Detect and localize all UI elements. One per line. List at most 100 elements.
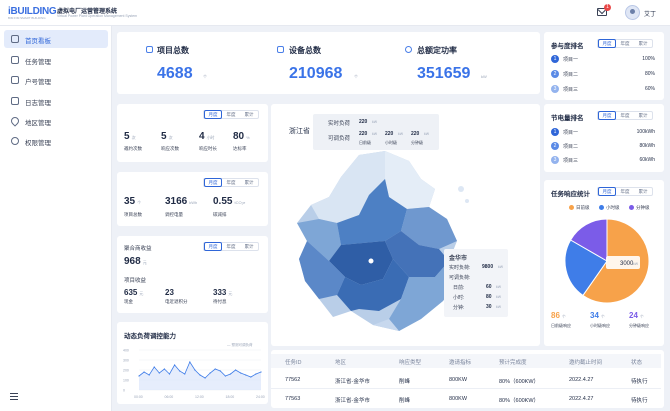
participation-title: 参与度排名 [551,43,584,50]
power-label: 总额定功率 [417,46,457,55]
column-header: 预计完成度 [499,360,527,366]
power-unit: kW [481,74,487,79]
response-tabs: 月度 年度 累计 [597,187,653,196]
dynamic-load-title: 动态负荷调控能力 [124,333,176,340]
map-region-lishui[interactable] [337,259,409,311]
mail-icon[interactable] [597,8,607,16]
cash-income-label: 现金 [124,299,133,304]
tab-total[interactable]: 累计 [638,41,648,46]
minute-label: 分钟级 [411,140,423,145]
tab-total[interactable]: 累计 [244,112,254,117]
rank-value: 80kWh [639,143,655,149]
log-icon [11,97,19,105]
data-point [260,371,262,373]
tab-year[interactable]: 年度 [620,189,630,194]
projects-value: 4688 [157,65,193,82]
participation-tabs: 月度 年度 累计 [597,39,653,48]
tab-month[interactable]: 月度 [204,242,222,251]
popup-row-value: 60 [486,284,492,290]
dashboard-icon [11,35,19,43]
y-tick-label: 100 [123,379,129,383]
minute-value: 220 [411,131,420,137]
tab-year[interactable]: 年度 [226,112,236,117]
day-ahead-value: 220 [359,131,368,137]
tab-month[interactable]: 月度 [598,187,616,196]
menu-icon[interactable] [10,393,18,400]
row-divider [271,388,661,389]
map-region-northeast[interactable] [385,151,435,209]
sidebar-item-tasks[interactable]: 任务管理 [4,51,108,69]
jinhua-marker[interactable] [367,257,375,265]
username[interactable]: 艾丁 [644,12,657,18]
pending-income: 333 元 [213,288,233,297]
data-point [224,375,227,377]
map-region-south[interactable] [373,319,399,331]
map-region-east[interactable] [401,207,457,249]
tab-total[interactable]: 累计 [244,180,254,185]
aggregator-income-label: 聚合商收益 [124,246,152,252]
map-region-north[interactable] [311,151,385,223]
devices-unit: 个 [354,74,358,79]
map-region-central[interactable] [337,179,407,245]
devices-label: 设备总数 [289,46,321,55]
cash-income: 635 元 [124,288,144,297]
map-island [458,186,464,192]
data-point [179,370,181,372]
projects-label: 项目总数 [157,46,189,55]
tab-month[interactable]: 月度 [204,178,222,187]
control-energy: 3166 kWh [165,196,198,207]
tab-month[interactable]: 月度 [204,110,222,119]
data-point [184,373,186,375]
zhejiang-map[interactable] [289,149,474,334]
tab-month[interactable]: 月度 [598,39,616,48]
response-title: 任务响应统计 [551,191,590,198]
map-region-taizhou[interactable] [385,231,449,277]
task-progress: 80%（600KW） [499,379,540,385]
column-header: 地区 [335,360,347,366]
data-point [245,374,247,376]
map-region-west[interactable] [297,219,341,261]
power-icon [405,46,412,53]
tab-month[interactable]: 月度 [598,111,616,120]
sidebar-item-regions[interactable]: 地区管理 [4,112,108,130]
project-tabs: 月度 年度 累计 [203,178,259,187]
sidebar-item-logs[interactable]: 日志管理 [4,92,108,110]
pie-slice-minute [569,218,608,262]
map-region-jinhua[interactable] [329,241,393,285]
app-subtitle: Virtual Power Plant Operation Management… [57,14,138,18]
sidebar-item-accounts[interactable]: 户号管理 [4,71,108,89]
project-card: 月度 年度 累计 35 个 项目总数 3166 kWh 调控电量 0.55 tCO₂e… [117,172,268,226]
popup-row-label: 小时: [453,295,465,301]
rank-name: 项目二 [563,72,579,78]
tab-total[interactable]: 累计 [638,189,648,194]
sidebar-item-label: 日志管理 [25,100,51,107]
task-table-header: 任务ID 地区 响应类型 邀请指标 预计完成度 邀约截止时间 状态 [271,354,661,368]
sidebar-item-permissions[interactable]: 权限管理 [4,132,108,150]
tab-year[interactable]: 年度 [226,180,236,185]
logo-subtitle: BIM FIM SMART BUILDING [8,16,46,20]
data-point [234,369,237,371]
pass-rate: 80% [233,131,250,142]
points-income-label: 电近退积分 [165,299,188,304]
popup-city: 金华市 [449,256,468,262]
tab-year[interactable]: 年度 [226,244,236,249]
tab-year[interactable]: 年度 [620,41,630,46]
tab-total[interactable]: 累计 [244,244,254,249]
control-energy-label: 调控电量 [165,212,183,217]
task-type: 削峰 [399,398,411,404]
task-id: 77562 [285,377,301,383]
tab-total[interactable]: 累计 [638,113,648,118]
map-region-wenzhou[interactable] [389,261,459,331]
tab-year[interactable]: 年度 [620,113,630,118]
map-region-quzhou[interactable] [299,241,345,299]
hour-count-label: 小时级响应 [590,323,610,328]
hour-count: 34 个 [590,311,605,320]
sidebar-item-dashboard[interactable]: 首页看板 [4,30,108,48]
day-ahead-count-label: 日前级响应 [551,323,571,328]
popup-adjust-label: 可调负荷: [449,275,471,281]
avatar[interactable] [625,5,640,20]
response-card: 任务响应统计 月度 年度 累计 日前级 小时级 分钟级 3000 kW 86 个 … [544,180,664,346]
y-tick-label: 300 [123,359,129,363]
sidebar-item-label: 权限管理 [25,140,51,147]
